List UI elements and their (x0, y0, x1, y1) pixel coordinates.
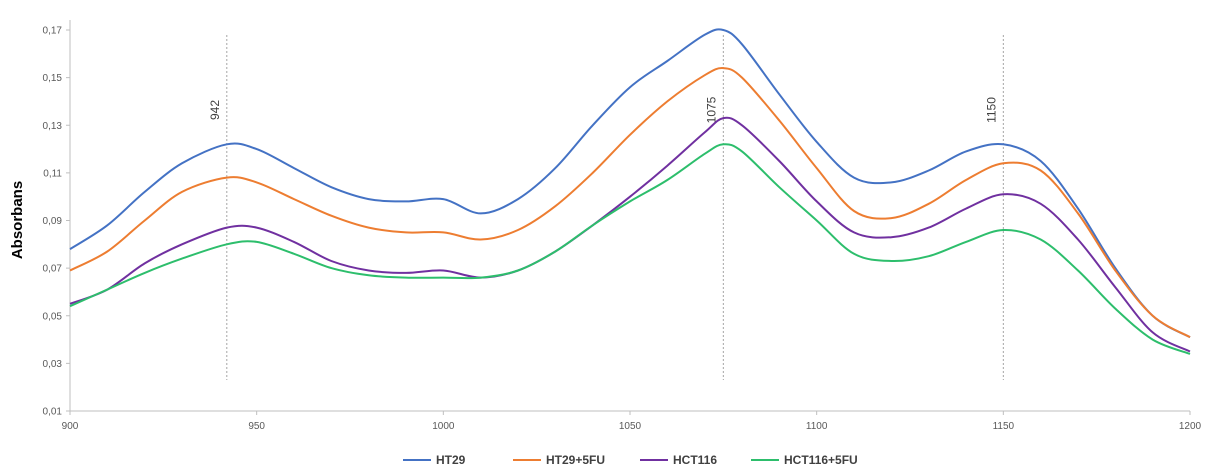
x-tick-label: 900 (62, 421, 79, 432)
reference-lines: 942 1075 1150 (208, 35, 1004, 380)
series-line-ht29 (69, 28, 1191, 339)
y-tick-label: 0,11 (43, 168, 62, 179)
y-axis-title: Absorbans (9, 181, 26, 259)
axes: 0,01 0,03 0,05 0,07 0,09 0,11 0,13 0,15 0,17 900 9… (43, 20, 1202, 432)
x-tick-label: 1200 (1179, 421, 1202, 432)
y-tick-label: 0,03 (43, 359, 63, 370)
reference-line-label: 942 (208, 100, 222, 120)
y-tick-label: 0,17 (43, 26, 63, 37)
series-line-hct116-5fu (69, 143, 1191, 355)
y-tick-label: 0,01 (43, 407, 63, 418)
x-tick-label: 1000 (432, 421, 455, 432)
series-line-hct116 (69, 116, 1191, 353)
y-tick-label: 0,05 (43, 311, 63, 322)
y-tick-label: 0,13 (43, 121, 63, 132)
series-line-ht29-5fu (69, 67, 1191, 339)
legend-label-ht29: HT29 (436, 453, 466, 467)
y-tick-label: 0,09 (43, 216, 63, 227)
y-tick-label: 0,15 (43, 73, 63, 84)
legend: HT29 HT29+5FU HCT116 HCT116+5FU (403, 453, 858, 467)
x-tick-label: 1050 (619, 421, 642, 432)
legend-label-hct116: HCT116 (673, 453, 717, 467)
reference-line-label: 1075 (704, 96, 718, 123)
x-tick-label: 950 (248, 421, 265, 432)
x-tick-label: 1150 (993, 421, 1015, 432)
x-tick-label: 1100 (806, 421, 828, 432)
legend-label-ht29-5fu: HT29+5FU (546, 453, 605, 467)
legend-label-hct116-5fu: HCT116+5FU (784, 453, 858, 467)
y-tick-label: 0,07 (43, 264, 63, 275)
reference-line-label: 1150 (984, 97, 998, 123)
series-lines (69, 28, 1191, 355)
